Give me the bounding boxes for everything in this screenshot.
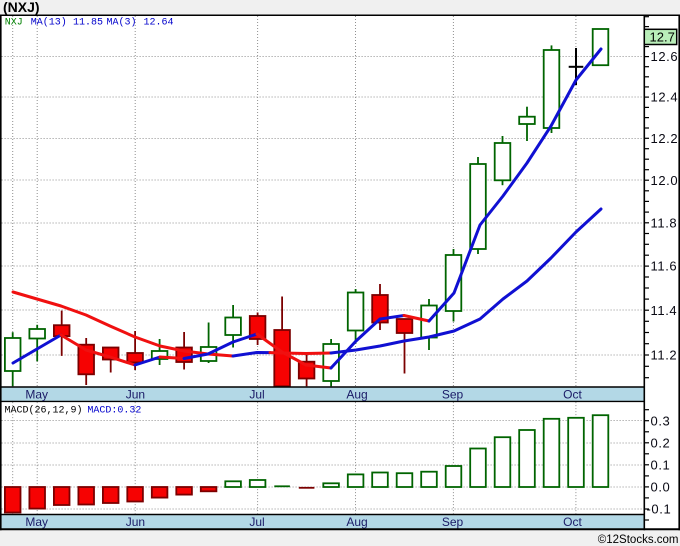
svg-text:12.4: 12.4 — [651, 90, 679, 105]
svg-text:11.85: 11.85 — [73, 18, 103, 29]
svg-text:MA(3): MA(3) — [107, 17, 137, 29]
svg-text:Jul: Jul — [249, 388, 264, 402]
svg-text:Jul: Jul — [249, 515, 264, 529]
svg-text:11.4: 11.4 — [651, 303, 678, 318]
svg-text:0.2: 0.2 — [651, 435, 671, 450]
svg-text:Aug: Aug — [346, 515, 367, 529]
svg-text:0.0: 0.0 — [651, 480, 671, 495]
svg-text:12.7: 12.7 — [650, 29, 675, 44]
svg-text:MACD(26,12,9): MACD(26,12,9) — [5, 405, 83, 417]
svg-text:Jun: Jun — [126, 388, 145, 402]
svg-text:11.8: 11.8 — [651, 215, 678, 230]
svg-text:11.6: 11.6 — [651, 259, 678, 274]
svg-text:Sep: Sep — [442, 515, 464, 529]
svg-text:May: May — [25, 515, 48, 529]
svg-text:Jun: Jun — [126, 515, 145, 529]
svg-text:May: May — [25, 388, 48, 402]
svg-text:Oct: Oct — [563, 388, 582, 402]
svg-text:0.1: 0.1 — [651, 457, 671, 472]
svg-text:11.2: 11.2 — [651, 348, 678, 363]
svg-text:12.64: 12.64 — [144, 18, 174, 29]
svg-text:Aug: Aug — [346, 388, 367, 402]
svg-text:12.0: 12.0 — [651, 173, 679, 188]
svg-text:-0.1: -0.1 — [647, 502, 672, 517]
svg-text:NXJ: NXJ — [5, 18, 23, 29]
svg-text:©12Stocks.com: ©12Stocks.com — [598, 534, 679, 546]
svg-text:Oct: Oct — [563, 515, 582, 529]
svg-text:MA(13): MA(13) — [31, 17, 67, 29]
svg-text:(NXJ): (NXJ) — [3, 0, 40, 15]
svg-text:12.6: 12.6 — [651, 49, 679, 64]
svg-text:MACD:0.32: MACD:0.32 — [87, 406, 141, 417]
svg-text:0.3: 0.3 — [651, 413, 671, 428]
svg-text:12.2: 12.2 — [651, 131, 679, 146]
svg-text:Sep: Sep — [442, 388, 464, 402]
